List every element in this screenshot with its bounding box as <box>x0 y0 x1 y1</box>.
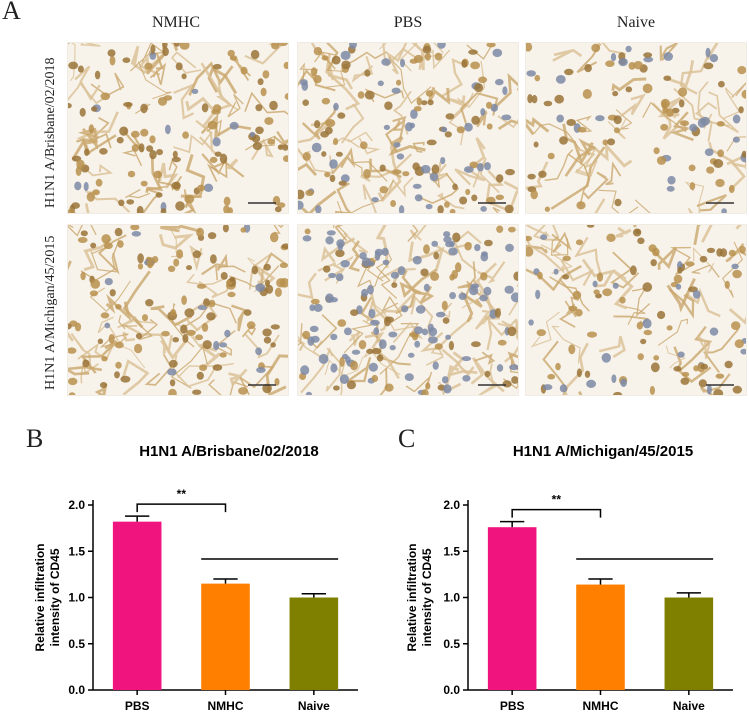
y-tick-label: 2.0 <box>68 498 85 512</box>
panel-a-letter: A <box>2 0 21 25</box>
bar-pbs <box>112 521 162 690</box>
y-axis-label: Relative infiltrationintensity of CD45 <box>405 543 434 651</box>
x-tick-label: PBS <box>500 699 525 713</box>
y-tick-label: 1.0 <box>68 591 85 605</box>
significance-bracket <box>136 503 227 513</box>
x-tick-label: Naive <box>298 699 330 713</box>
chart-title: H1N1 A/Brisbane/02/2018 <box>139 443 319 460</box>
chart-title: H1N1 A/Michigan/45/2015 <box>513 443 693 460</box>
y-axis-label: Relative infiltrationintensity of CD45 <box>33 543 62 651</box>
x-tick-label: NMHC <box>208 699 244 713</box>
bar-nmhc <box>201 583 250 690</box>
micrograph-michigan-naive <box>525 224 747 396</box>
x-tick-label: NMHC <box>583 699 619 713</box>
x-tick-label: PBS <box>125 699 150 713</box>
bar-naive <box>289 597 339 690</box>
micrograph-brisbane-pbs <box>297 42 519 214</box>
column-title-naive: Naive <box>616 14 656 31</box>
micrograph-brisbane-naive <box>525 42 747 214</box>
x-tick-label: Naive <box>673 699 705 713</box>
panel-c-letter: C <box>398 424 416 453</box>
y-tick-label: 0.0 <box>443 683 460 697</box>
significance-bracket <box>511 508 602 518</box>
y-tick-label: 1.5 <box>68 544 85 558</box>
micrograph-michigan-pbs <box>297 224 519 396</box>
y-tick-label: 0.5 <box>443 637 460 651</box>
y-tick-label: 0.0 <box>68 683 85 697</box>
column-title-pbs: PBS <box>393 14 423 31</box>
column-title-nmhc: NMHC <box>151 14 200 31</box>
bar-nmhc <box>576 584 625 690</box>
significance-label: ** <box>552 493 562 507</box>
micrograph-brisbane-nmhc <box>67 42 289 214</box>
panel-b-letter: B <box>26 424 44 453</box>
y-tick-label: 1.0 <box>443 591 460 605</box>
bar-chart-brisbane: H1N1 A/Brisbane/02/2018 Relative infiltra… <box>33 443 358 713</box>
bar-naive <box>664 597 714 690</box>
significance-label: ** <box>177 487 187 501</box>
bar-chart-michigan: H1N1 A/Michigan/45/2015 Relative infiltra… <box>405 443 733 713</box>
y-tick-label: 1.5 <box>443 544 460 558</box>
bar-pbs <box>487 527 537 690</box>
y-tick-label: 2.0 <box>443 498 460 512</box>
micrograph-michigan-nmhc <box>67 224 289 396</box>
y-tick-label: 0.5 <box>68 637 85 651</box>
